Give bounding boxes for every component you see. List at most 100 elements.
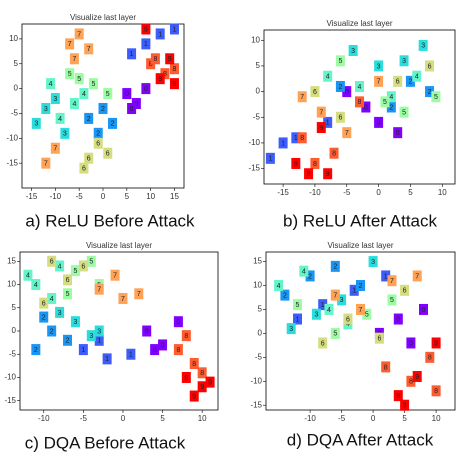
point	[169, 23, 179, 35]
point-label: 3	[53, 96, 57, 103]
point	[330, 327, 340, 339]
point-label: 0	[134, 101, 138, 108]
y-tick-label: 10	[9, 34, 18, 43]
point-label: 4	[49, 81, 53, 88]
y-tick-label: 5	[258, 305, 263, 314]
point-label: 9	[307, 171, 311, 178]
point-label: 0	[345, 89, 349, 96]
y-tick-label: 5	[256, 61, 261, 70]
point-label: 8	[163, 71, 167, 78]
point	[98, 102, 108, 114]
point-label: 9	[403, 403, 407, 410]
point-label: 2	[87, 116, 91, 123]
point	[355, 96, 364, 108]
point	[86, 330, 96, 342]
point-label: 5	[383, 99, 387, 106]
point-label: 6	[81, 263, 85, 270]
point-label: 8	[149, 61, 153, 68]
point	[78, 260, 88, 272]
point	[412, 370, 422, 382]
point	[181, 330, 191, 342]
point	[88, 78, 98, 90]
point	[280, 289, 290, 301]
point	[335, 111, 345, 123]
point	[431, 91, 441, 103]
y-tick-label: 5	[12, 303, 17, 312]
point-label: 2	[42, 314, 46, 321]
y-tick-label: 10	[251, 35, 260, 44]
point-label: 9	[184, 375, 188, 382]
point	[189, 358, 199, 370]
chart-title: Visualize last layer	[326, 19, 392, 28]
point	[141, 38, 151, 50]
point-label: 0	[396, 316, 400, 323]
chart-title: Visualize last layer	[86, 241, 152, 250]
point	[70, 265, 80, 277]
point-label: 7	[390, 278, 394, 285]
point-label: 3	[34, 121, 38, 128]
point-label: 4	[58, 263, 62, 270]
point	[405, 75, 415, 87]
point	[316, 122, 326, 134]
point	[387, 275, 397, 287]
point-label: 7	[113, 273, 117, 280]
point-label: 1	[294, 135, 298, 142]
point-label: 6	[396, 79, 400, 86]
point-label: 5	[296, 302, 300, 309]
point	[431, 385, 441, 397]
x-tick-label: 0	[121, 414, 126, 423]
point-label: 1	[268, 156, 272, 163]
point	[102, 353, 112, 365]
point	[425, 351, 435, 363]
x-tick-label: 10	[438, 188, 447, 197]
x-tick-label: 5	[125, 192, 130, 201]
point	[173, 344, 183, 356]
plot-area	[265, 251, 456, 411]
point	[131, 98, 141, 110]
point-label: 5	[68, 71, 72, 78]
point	[318, 337, 328, 349]
point	[50, 142, 60, 154]
point-label: 7	[345, 130, 349, 137]
point	[31, 344, 41, 356]
point-label: 5	[92, 81, 96, 88]
point-label: 9	[208, 379, 212, 386]
point-label: 4	[26, 273, 30, 280]
point	[65, 38, 75, 50]
x-tick-label: -15	[26, 192, 38, 201]
point-label: 7	[137, 291, 141, 298]
point-label: 2	[283, 292, 287, 299]
x-tick-label: 0	[371, 414, 376, 423]
point	[23, 269, 33, 281]
point	[41, 102, 51, 114]
point-label: 8	[313, 161, 317, 168]
chart-title: Visualize last layer	[70, 13, 136, 22]
point	[304, 168, 314, 180]
point	[335, 55, 345, 67]
caption: b) ReLU After Attack	[283, 211, 438, 230]
point	[297, 91, 307, 103]
point	[374, 116, 384, 128]
y-tick-label: -15	[250, 400, 262, 409]
point-label: 4	[326, 74, 330, 81]
point-label: 7	[68, 41, 72, 48]
point	[381, 270, 391, 282]
point-label: 6	[313, 89, 317, 96]
point	[278, 137, 288, 149]
point	[158, 339, 168, 351]
point-label: 6	[42, 300, 46, 307]
x-tick-label: 5	[402, 414, 407, 423]
point	[412, 70, 422, 82]
point	[400, 284, 410, 296]
point-label: 6	[428, 63, 432, 70]
x-tick-label: 5	[160, 414, 165, 423]
point-label: 2	[333, 264, 337, 271]
point-label: 5	[365, 312, 369, 319]
point	[31, 117, 41, 129]
point-label: 7	[77, 31, 81, 38]
y-tick-label: -5	[9, 349, 17, 358]
point	[297, 132, 307, 144]
x-tick-label: 10	[146, 192, 155, 201]
point	[305, 270, 315, 282]
y-tick-label: 5	[14, 59, 19, 68]
